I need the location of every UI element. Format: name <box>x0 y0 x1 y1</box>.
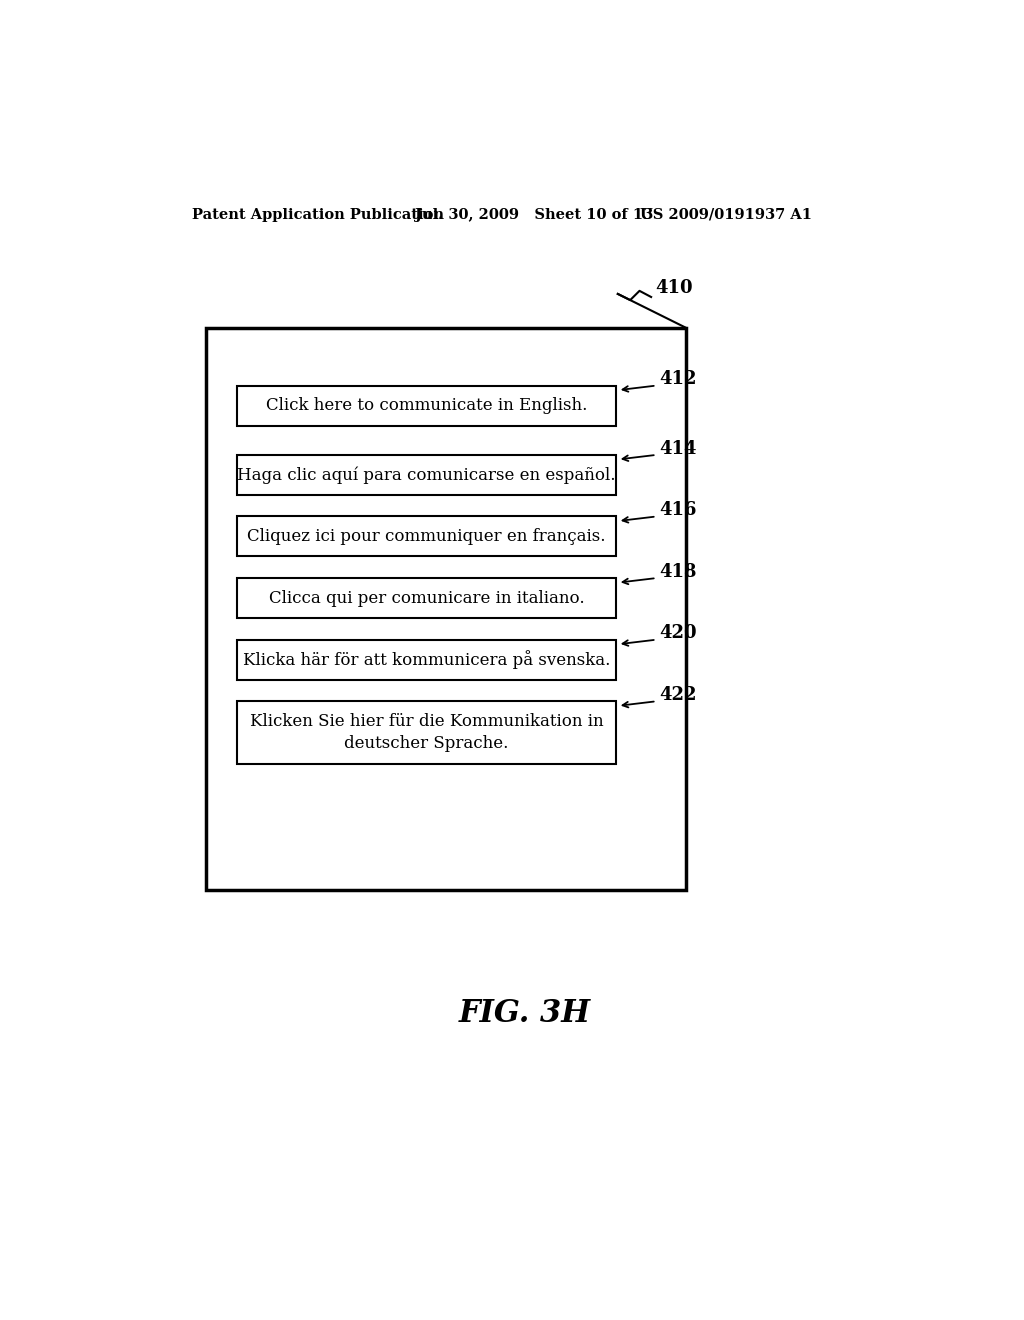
Bar <box>237 516 616 557</box>
Text: 410: 410 <box>655 279 692 297</box>
Text: US 2009/0191937 A1: US 2009/0191937 A1 <box>640 207 811 222</box>
Text: Patent Application Publication: Patent Application Publication <box>191 207 443 222</box>
Text: Klicka här för att kommunicera på svenska.: Klicka här för att kommunicera på svensk… <box>243 651 610 669</box>
Text: 420: 420 <box>658 624 696 643</box>
Text: FIG. 3H: FIG. 3H <box>459 998 591 1028</box>
Bar <box>237 578 616 618</box>
Text: Cliquez ici pour communiquer en français.: Cliquez ici pour communiquer en français… <box>247 528 605 545</box>
Text: Click here to communicate in English.: Click here to communicate in English. <box>265 397 587 414</box>
Bar <box>237 640 616 680</box>
Text: 422: 422 <box>658 686 696 704</box>
Text: Jul. 30, 2009   Sheet 10 of 13: Jul. 30, 2009 Sheet 10 of 13 <box>415 207 653 222</box>
Bar <box>237 385 616 425</box>
Text: Clicca qui per comunicare in italiano.: Clicca qui per comunicare in italiano. <box>268 590 584 607</box>
Text: Klicken Sie hier für die Kommunikation in
deutscher Sprache.: Klicken Sie hier für die Kommunikation i… <box>250 713 603 752</box>
Bar <box>237 701 616 764</box>
Text: 414: 414 <box>658 440 696 458</box>
Bar <box>206 327 686 890</box>
Text: 416: 416 <box>658 502 696 519</box>
Text: 418: 418 <box>658 562 696 581</box>
Text: 412: 412 <box>658 371 696 388</box>
Bar <box>237 455 616 495</box>
Text: Haga clic aquí para comunicarse en español.: Haga clic aquí para comunicarse en españ… <box>238 466 615 483</box>
